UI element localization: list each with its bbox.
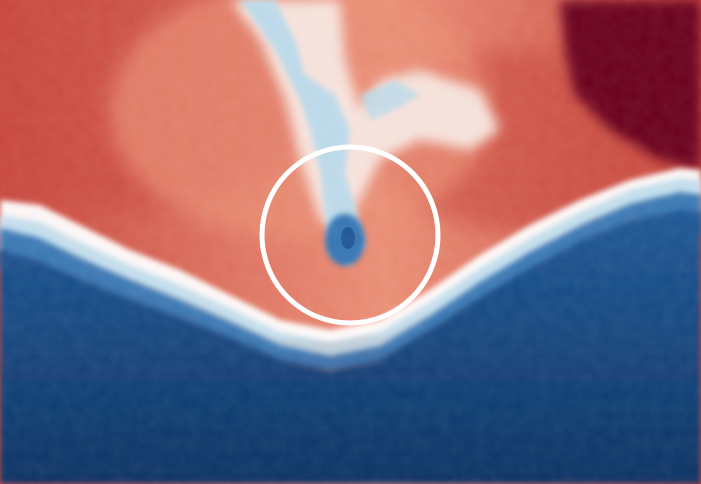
highlight-circle-icon — [259, 144, 441, 326]
